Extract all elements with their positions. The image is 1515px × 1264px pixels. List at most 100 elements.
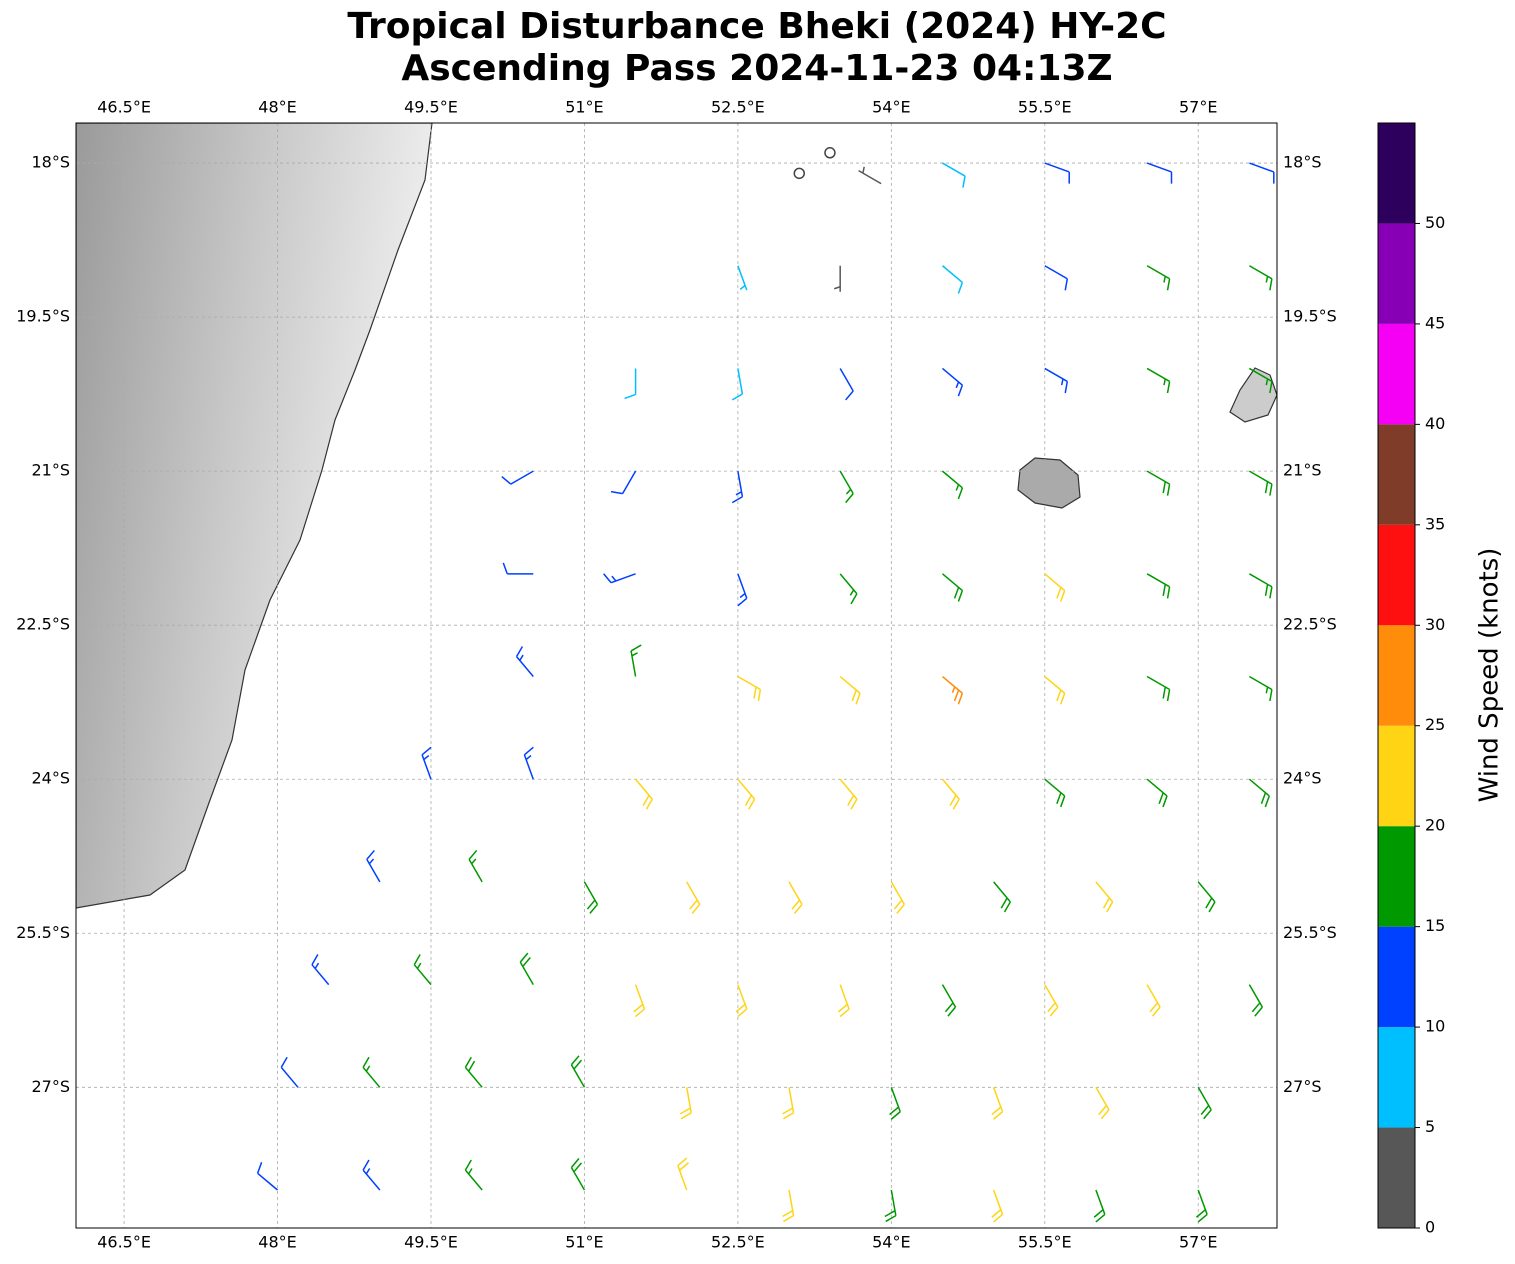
wind-barb (1044, 675, 1066, 705)
wind-barb (1195, 1189, 1208, 1223)
y-tick-label: 27°S (1283, 1077, 1322, 1096)
wind-barb (1146, 367, 1171, 394)
wind-barb (731, 471, 744, 504)
calm-circle (793, 167, 806, 180)
colorbar-tick-label: 10 (1425, 1017, 1445, 1036)
wind-barb (501, 470, 534, 485)
wind-barb (1146, 984, 1161, 1017)
map-frame (75, 122, 1278, 1229)
wind-barb (464, 1159, 483, 1191)
wind-barb (941, 573, 964, 602)
y-tick-label: 21°S (31, 461, 70, 480)
wind-barb (941, 984, 957, 1017)
wind-barb (1146, 675, 1171, 702)
wind-barb (421, 746, 432, 780)
wind-barb (1044, 265, 1069, 291)
colorbar-tick-label: 40 (1425, 414, 1445, 433)
colorbar-tick-label: 20 (1425, 816, 1445, 835)
x-tick-label: 52.5°E (711, 1233, 765, 1252)
wind-barb (788, 881, 803, 914)
colorbar-segment (1378, 625, 1415, 726)
wind-barb (633, 984, 646, 1018)
y-tick-label: 21°S (1283, 461, 1322, 480)
chart-title: Tropical Disturbance Bheki (2024) HY-2C (347, 6, 1166, 47)
wind-barb (679, 1087, 692, 1120)
wind-barb (1146, 265, 1171, 291)
wind-barb (782, 1189, 795, 1223)
wind-barb (839, 470, 854, 504)
wind-barb (280, 1056, 299, 1088)
colorbar-segment (1378, 1127, 1415, 1228)
colorbar-tick-label: 50 (1425, 213, 1445, 232)
wind-barb (839, 573, 858, 605)
wind-barb (1146, 470, 1171, 496)
wind-barb (519, 952, 534, 985)
wind-barb (1093, 1189, 1106, 1223)
land (76, 123, 1277, 909)
wind-barb (1095, 1086, 1110, 1120)
colorbar-tick-label: 35 (1425, 514, 1445, 533)
wind-barb (1044, 778, 1066, 808)
x-tick-label: 54°E (872, 1233, 910, 1252)
colorbar-segment (1378, 725, 1415, 827)
wind-barb (858, 166, 882, 185)
wind-barb (635, 778, 653, 810)
x-tick-label: 51°E (565, 98, 603, 117)
x-tick-label: 52.5°E (711, 98, 765, 117)
wind-barb (583, 881, 599, 914)
x-tick-label: 46.5°E (97, 98, 151, 117)
wind-barb (603, 573, 636, 584)
calm-circle (824, 147, 836, 159)
colorbar-segment (1378, 524, 1415, 626)
wind-barb (1197, 881, 1216, 913)
x-tick-label: 51°E (565, 1233, 603, 1252)
wind-barb (1248, 778, 1271, 808)
wind-barb (630, 644, 642, 677)
y-tick-label: 24°S (1283, 769, 1322, 788)
x-tick-label: 57°E (1179, 98, 1217, 117)
wind-barb (735, 984, 748, 1018)
x-tick-label: 57°E (1179, 1233, 1217, 1252)
y-tick-label: 22.5°S (1283, 615, 1337, 634)
wind-barb (993, 881, 1011, 913)
colorbar-segment (1378, 323, 1415, 425)
wind-barb (782, 1087, 795, 1120)
colorbar-tick-label: 30 (1425, 615, 1445, 634)
y-tick-label: 22.5°S (16, 615, 70, 634)
wind-barb (941, 265, 964, 294)
wind-barb (610, 470, 637, 495)
x-tick-label: 55.5°E (1018, 1233, 1072, 1252)
wind-barb (311, 954, 330, 986)
x-tick-label: 55.5°E (1018, 98, 1072, 117)
y-tick-label: 19.5°S (1283, 307, 1337, 326)
wind-barb (366, 849, 381, 883)
y-tick-label: 25.5°S (1283, 923, 1337, 942)
y-tick-label: 18°S (31, 153, 70, 172)
colorbar-segment (1378, 123, 1415, 224)
wind-barb (941, 367, 964, 397)
x-tick-label: 48°E (258, 1233, 296, 1252)
wind-barb (1146, 573, 1171, 599)
wind-barb (1249, 367, 1273, 394)
wind-barb (1044, 367, 1069, 394)
wind-barb (515, 646, 534, 678)
wind-barb (1249, 265, 1273, 291)
colorbar-segment (1378, 926, 1415, 1028)
wind-barb (737, 675, 762, 702)
wind-barb (570, 1158, 586, 1191)
wind-barb (1044, 162, 1070, 184)
wind-barb (991, 1087, 1004, 1120)
wind-barb (468, 849, 483, 883)
wind-barb (523, 746, 534, 780)
x-tick-label: 49.5°E (404, 1233, 458, 1252)
y-tick-label: 24°S (31, 769, 70, 788)
wind-barb (570, 1055, 586, 1088)
wind-barb (839, 778, 858, 810)
wind-barb (737, 573, 748, 607)
wind-barb (884, 1189, 897, 1223)
colorbar-tick-label: 15 (1425, 916, 1445, 935)
wind-barb (1249, 573, 1273, 599)
wind-barb (942, 162, 966, 188)
wind-barb (837, 984, 850, 1018)
